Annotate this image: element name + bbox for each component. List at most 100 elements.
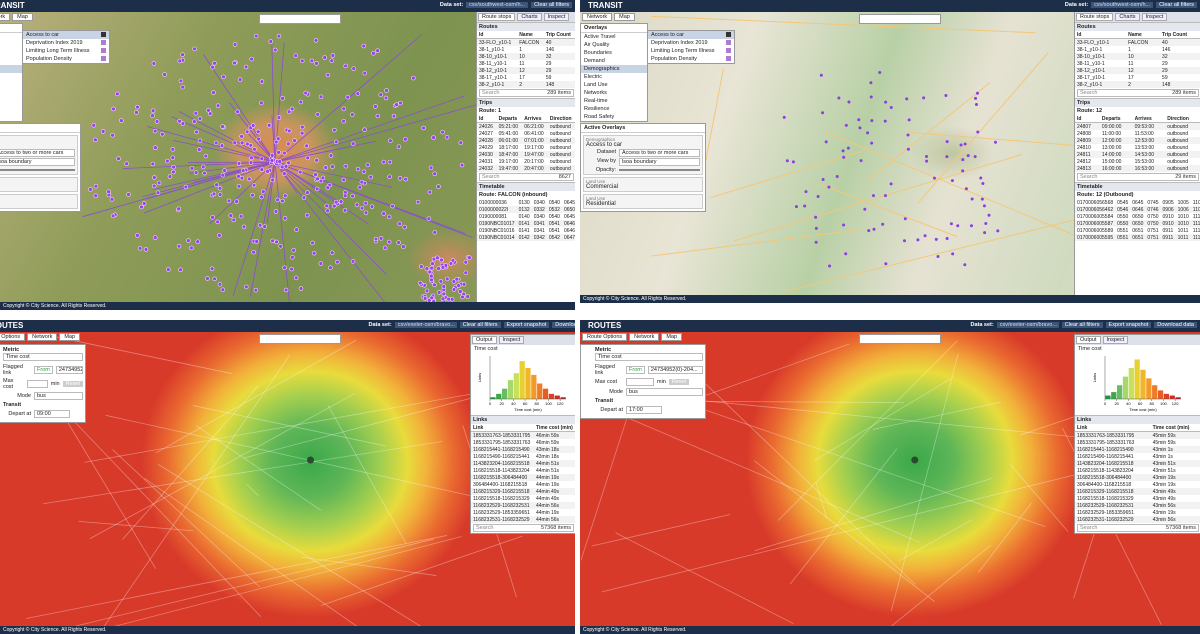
menu-item[interactable]: Real-time [584, 98, 608, 104]
mode-select[interactable]: bus [626, 388, 703, 396]
table-row[interactable]: 1168215329-1168215518 44min 49s [471, 488, 575, 495]
menu-item[interactable]: Active Travel [0, 33, 22, 41]
table-row[interactable]: 0190NBC01016 0141 0341 0541 0646 [477, 227, 575, 234]
column-header[interactable]: Time cost (min) [1150, 424, 1200, 432]
table-row[interactable]: 38-11_y10-1 11 29 [477, 60, 575, 67]
table-row[interactable]: 38-10_y10-1 10 32 [1075, 53, 1200, 60]
menu-item[interactable]: Demographics [581, 65, 647, 73]
header-button[interactable]: Clear all filters [1156, 2, 1197, 8]
max-cost-input[interactable] [626, 378, 654, 386]
tab[interactable]: Route stops [478, 13, 516, 21]
direction-select[interactable]: From [626, 366, 645, 374]
menu-item[interactable]: Land Use [584, 82, 608, 88]
tab[interactable]: Network [629, 333, 660, 341]
map-toolbar[interactable] [258, 14, 341, 24]
header-button[interactable]: Download data [1154, 322, 1197, 328]
submenu-item[interactable]: Access to car [648, 31, 734, 39]
submenu-item[interactable]: Population Density [648, 55, 734, 63]
table-row[interactable]: 38-2_y10-1 2 148 [1075, 81, 1200, 88]
tab[interactable]: Map [661, 333, 683, 341]
submenu-item[interactable]: Deprivation Index 2019 [648, 39, 734, 47]
map-toolbar[interactable] [859, 14, 941, 24]
table-row[interactable]: 24811 14:00:00 14:53:00 outbound [1075, 151, 1200, 158]
header-button[interactable]: Export snapshot [503, 322, 550, 328]
table-row[interactable]: 306484400-1168215518 44min 19s [471, 481, 575, 488]
table-row[interactable]: 1168215441-1168215490 43min 18s [471, 446, 575, 453]
table-row[interactable]: 1168215518-1143823204 44min 51s [471, 467, 575, 474]
column-header[interactable]: Arrives [1132, 115, 1166, 123]
table-row[interactable]: 1168232531-1168232529 43min 56s [1075, 516, 1200, 523]
map-toolbar[interactable] [258, 334, 341, 344]
menu-item[interactable]: Boundaries [584, 50, 612, 56]
field-value[interactable]: lsoa boundary [0, 158, 75, 166]
table-row[interactable]: 24810 13:00:00 13:53:00 outbound [1075, 144, 1200, 151]
menu-item[interactable]: Demand [584, 58, 605, 64]
table-row[interactable]: 1168215518-1168215329 44min 49s [471, 495, 575, 502]
menu-item[interactable]: Air Quality [0, 41, 22, 49]
table-row[interactable]: 1168215518-1168215329 43min 49s [1075, 495, 1200, 502]
menu-item[interactable]: Land Use [0, 81, 22, 89]
direction-select[interactable]: From [34, 366, 53, 374]
tab[interactable]: Route Options [582, 333, 628, 341]
tab[interactable]: Map [12, 13, 33, 21]
search-input[interactable]: Search [1080, 174, 1098, 180]
table-row[interactable]: 0190000081 0140 0340 0540 0645 [477, 213, 575, 220]
column-header[interactable]: Direction [547, 115, 575, 123]
table-row[interactable]: 38-1_y10-1 1 146 [1075, 46, 1200, 53]
dataset-select[interactable]: csv/southwest-osm/h... [1091, 2, 1154, 8]
menu-item[interactable]: Networks [584, 90, 607, 96]
column-header[interactable]: Arrives [522, 115, 548, 123]
table-row[interactable]: 24030 18:47:00 19:47:00 outbound [477, 151, 575, 158]
column-header[interactable]: Name [1126, 31, 1161, 39]
table-row[interactable]: 1853331763-1853331795 46min 59s [471, 431, 575, 439]
table-row[interactable]: 1168232529-1853359651 44min 19s [471, 509, 575, 516]
menu-item[interactable]: Demand [0, 57, 22, 65]
header-button[interactable]: Clear all filters [1061, 322, 1103, 328]
tab[interactable]: Inspect [543, 13, 570, 21]
table-row[interactable]: 24813 16:00:00 16:53:00 outbound [1075, 165, 1200, 172]
max-cost-input[interactable] [26, 380, 48, 388]
table-row[interactable]: 0190NBC01017 0141 0341 0541 0646 [477, 220, 575, 227]
header-button[interactable]: Export snapshot [1105, 322, 1152, 328]
depart-input[interactable]: 17:00 [626, 406, 662, 414]
tab[interactable]: Inspect [498, 336, 525, 344]
reset-button[interactable]: Reset [668, 379, 690, 385]
opacity-slider[interactable] [0, 169, 75, 171]
table-row[interactable]: 24031 19:17:00 20:17:00 outbound [477, 158, 575, 165]
table-row[interactable]: 1168232529-1853359651 43min 19s [1075, 509, 1200, 516]
table-row[interactable]: 24028 06:01:00 07:01:00 outbound [477, 137, 575, 144]
column-header[interactable]: Id [477, 31, 518, 39]
table-row[interactable]: 1168215490-1168215441 43min 1s [1075, 453, 1200, 460]
submenu-item[interactable]: Limiting Long Term Illness [23, 47, 109, 55]
table-row[interactable]: 38-11_y10-1 11 29 [1075, 60, 1200, 67]
table-row[interactable]: 1168215518-1143823204 43min 51s [1075, 467, 1200, 474]
link-input[interactable]: 24734952(0)-204... [55, 366, 83, 374]
column-header[interactable]: Id [1075, 31, 1127, 39]
menu-item[interactable]: Demographics [0, 65, 22, 73]
table-row[interactable]: 38-12_y10-1 12 29 [477, 67, 575, 74]
tab[interactable]: Output [472, 336, 497, 344]
table-row[interactable]: 38-17_y10-1 17 59 [1075, 74, 1200, 81]
table-row[interactable]: 0170006005595055106510751091110111111 [1075, 234, 1200, 241]
table-row[interactable]: 1168232529-1168232531 43min 56s [1075, 502, 1200, 509]
table-row[interactable]: 33-FLO_y10-1 FALCON 40 [477, 38, 575, 46]
metric-select[interactable]: Time cost [3, 353, 83, 361]
table-row[interactable]: 38-12_y10-1 12 29 [1075, 67, 1200, 74]
column-header[interactable]: Time cost (min) [533, 424, 575, 432]
menu-item[interactable]: Boundaries [0, 49, 22, 57]
table-row[interactable]: 1143823204-1168215518 43min 51s [1075, 460, 1200, 467]
tab[interactable]: Network [582, 13, 613, 21]
table-row[interactable]: 0100000022I 0132 0332 0532 0650 [477, 206, 575, 213]
dataset-select[interactable]: csv/exeter-osm/bravo... [394, 322, 457, 328]
reset-button[interactable]: Reset [62, 381, 83, 387]
table-row[interactable]: 24029 18:17:00 19:17:00 outbound [477, 144, 575, 151]
table-row[interactable]: 0170006005589055106510751091110111111 [1075, 227, 1200, 234]
table-row[interactable]: 38-10_y10-1 10 32 [477, 53, 575, 60]
column-header[interactable]: Direction [1165, 115, 1200, 123]
search-input[interactable]: Search [482, 174, 500, 180]
search-input[interactable]: Search [476, 525, 494, 531]
table-row[interactable]: 24032 19:47:00 20:47:00 outbound [477, 165, 575, 172]
column-header[interactable]: Id [1075, 115, 1100, 123]
table-row[interactable]: 1143823204-1168215518 44min 51s [471, 460, 575, 467]
tab[interactable]: Network [27, 333, 58, 341]
